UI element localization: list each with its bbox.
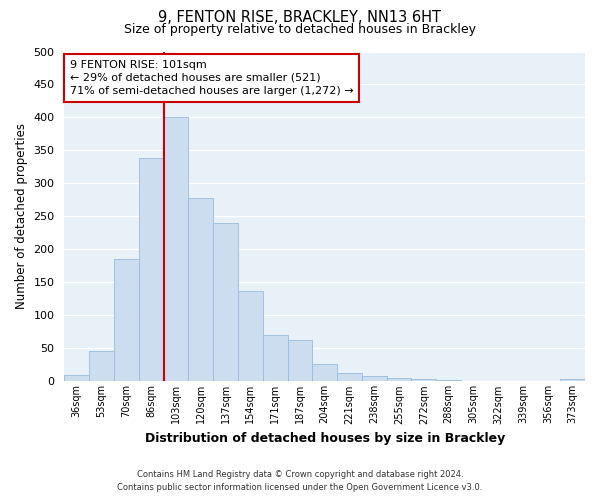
Bar [287, 340, 313, 382]
Text: Contains HM Land Registry data © Crown copyright and database right 2024.
Contai: Contains HM Land Registry data © Crown c… [118, 470, 482, 492]
Bar [188, 198, 213, 382]
Text: Size of property relative to detached houses in Brackley: Size of property relative to detached ho… [124, 22, 476, 36]
Bar [213, 223, 238, 382]
Bar [560, 378, 585, 382]
Text: 9 FENTON RISE: 101sqm
← 29% of detached houses are smaller (521)
71% of semi-det: 9 FENTON RISE: 101sqm ← 29% of detached … [70, 60, 353, 96]
Bar [238, 291, 263, 382]
Bar [386, 378, 412, 382]
Bar [139, 158, 164, 382]
Bar [313, 364, 337, 382]
Bar [412, 380, 436, 382]
Bar [89, 351, 114, 382]
Bar [461, 380, 486, 382]
Bar [64, 376, 89, 382]
Bar [436, 380, 461, 382]
Bar [114, 260, 139, 382]
Y-axis label: Number of detached properties: Number of detached properties [15, 124, 28, 310]
Bar [164, 118, 188, 382]
Bar [337, 374, 362, 382]
Text: 9, FENTON RISE, BRACKLEY, NN13 6HT: 9, FENTON RISE, BRACKLEY, NN13 6HT [158, 10, 442, 25]
Bar [362, 376, 386, 382]
Bar [263, 335, 287, 382]
X-axis label: Distribution of detached houses by size in Brackley: Distribution of detached houses by size … [145, 432, 505, 445]
